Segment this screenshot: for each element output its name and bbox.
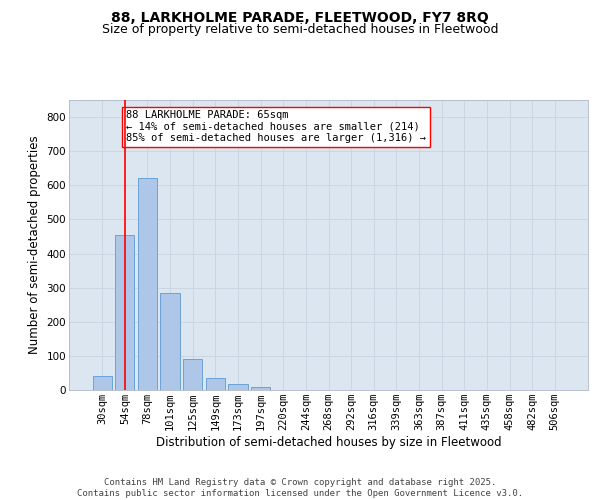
Text: Size of property relative to semi-detached houses in Fleetwood: Size of property relative to semi-detach… <box>102 22 498 36</box>
Y-axis label: Number of semi-detached properties: Number of semi-detached properties <box>28 136 41 354</box>
Bar <box>206 378 225 390</box>
X-axis label: Distribution of semi-detached houses by size in Fleetwood: Distribution of semi-detached houses by … <box>155 436 502 449</box>
Bar <box>115 235 134 390</box>
Bar <box>92 376 112 390</box>
Text: 88, LARKHOLME PARADE, FLEETWOOD, FY7 8RQ: 88, LARKHOLME PARADE, FLEETWOOD, FY7 8RQ <box>111 10 489 24</box>
Bar <box>251 386 270 390</box>
Bar <box>138 178 157 390</box>
Bar <box>229 384 248 390</box>
Text: Contains HM Land Registry data © Crown copyright and database right 2025.
Contai: Contains HM Land Registry data © Crown c… <box>77 478 523 498</box>
Bar <box>160 293 180 390</box>
Text: 88 LARKHOLME PARADE: 65sqm
← 14% of semi-detached houses are smaller (214)
85% o: 88 LARKHOLME PARADE: 65sqm ← 14% of semi… <box>126 110 426 144</box>
Bar <box>183 360 202 390</box>
